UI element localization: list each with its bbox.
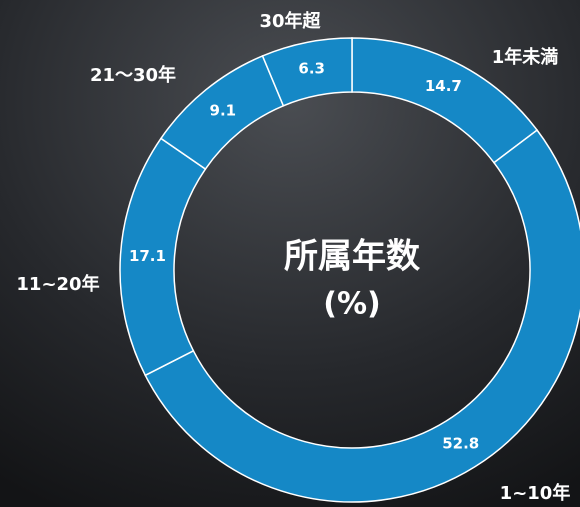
center-unit: (%) bbox=[323, 287, 380, 322]
value-label: 17.1 bbox=[129, 247, 166, 265]
value-label: 6.3 bbox=[298, 60, 325, 78]
category-label: 11~20年 bbox=[16, 273, 99, 295]
value-label: 14.7 bbox=[425, 77, 462, 95]
category-label: 21～30年 bbox=[90, 64, 176, 86]
donut-segment bbox=[144, 129, 580, 503]
category-label: 1年未満 bbox=[492, 46, 559, 68]
value-label: 9.1 bbox=[210, 101, 237, 119]
value-label: 52.8 bbox=[442, 434, 479, 452]
center-title: 所属年数 bbox=[284, 237, 420, 277]
category-label: 1~10年 bbox=[500, 482, 571, 504]
category-label: 30年超 bbox=[259, 10, 321, 32]
donut-segment bbox=[261, 37, 353, 107]
